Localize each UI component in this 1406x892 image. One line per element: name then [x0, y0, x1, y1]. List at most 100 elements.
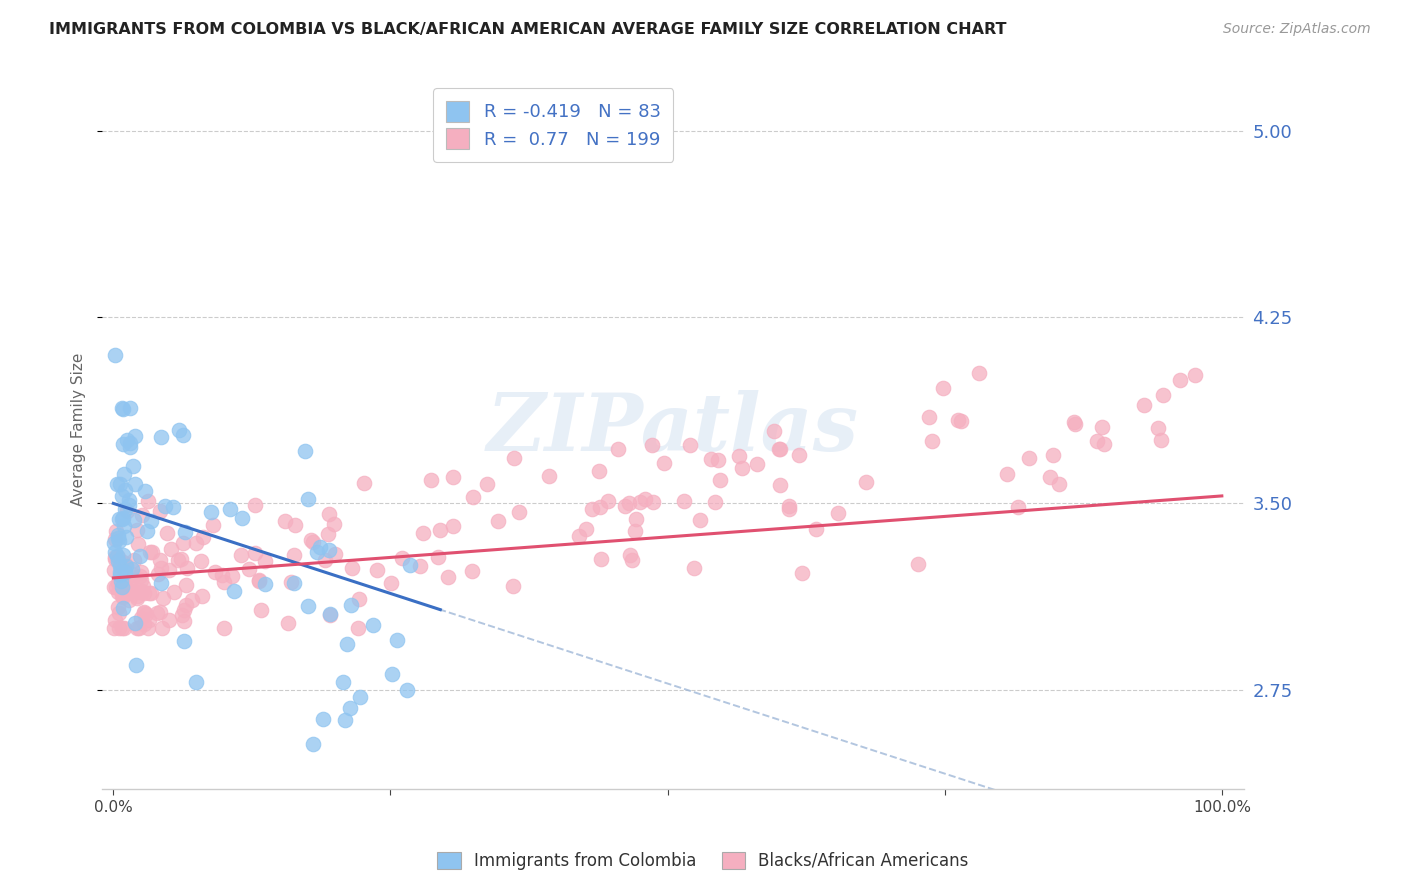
Point: [156, 525, 179, 540]
Point: [107, 584, 129, 599]
Point: [134, 617, 156, 632]
Point: [157, 563, 180, 577]
Point: [104, 551, 127, 566]
Point: [214, 574, 236, 589]
Point: [121, 562, 143, 576]
Point: [1064, 417, 1087, 431]
Point: [141, 545, 163, 559]
Point: [349, 690, 371, 705]
Point: [104, 524, 127, 539]
Point: [769, 442, 792, 456]
Point: [112, 621, 135, 635]
Point: [118, 401, 141, 416]
Point: [297, 492, 319, 507]
Point: [1152, 388, 1174, 402]
Point: [108, 621, 131, 635]
Point: [224, 584, 246, 599]
Point: [112, 591, 135, 605]
Point: [108, 533, 131, 548]
Point: [617, 496, 640, 510]
Point: [319, 607, 342, 621]
Point: [114, 582, 136, 596]
Point: [238, 562, 260, 576]
Point: [311, 712, 333, 726]
Point: [294, 443, 316, 458]
Point: [253, 577, 276, 591]
Point: [107, 549, 129, 564]
Point: [157, 613, 180, 627]
Point: [111, 511, 134, 525]
Point: [283, 548, 305, 562]
Point: [347, 621, 370, 635]
Point: [949, 414, 972, 428]
Point: [1149, 433, 1171, 447]
Point: [787, 448, 810, 462]
Point: [249, 573, 271, 587]
Point: [120, 577, 142, 591]
Point: [115, 559, 138, 574]
Point: [191, 530, 214, 544]
Point: [121, 583, 143, 598]
Point: [461, 564, 484, 578]
Point: [112, 587, 135, 601]
Point: [391, 550, 413, 565]
Point: [111, 589, 134, 603]
Point: [118, 441, 141, 455]
Point: [125, 621, 148, 635]
Point: [318, 543, 340, 558]
Point: [124, 476, 146, 491]
Point: [149, 553, 172, 567]
Text: IMMIGRANTS FROM COLOMBIA VS BLACK/AFRICAN AMERICAN AVERAGE FAMILY SIZE CORRELATI: IMMIGRANTS FROM COLOMBIA VS BLACK/AFRICA…: [49, 22, 1007, 37]
Point: [127, 537, 149, 551]
Point: [149, 504, 172, 518]
Point: [149, 605, 172, 619]
Point: [623, 524, 645, 538]
Point: [332, 674, 354, 689]
Point: [967, 366, 990, 380]
Point: [827, 506, 849, 520]
Point: [309, 540, 332, 554]
Point: [172, 536, 194, 550]
Point: [339, 701, 361, 715]
Point: [111, 548, 134, 562]
Point: [103, 563, 125, 577]
Point: [1042, 449, 1064, 463]
Point: [111, 621, 134, 635]
Point: [118, 593, 141, 607]
Point: [995, 467, 1018, 481]
Point: [353, 476, 375, 491]
Point: [302, 534, 325, 549]
Point: [211, 568, 233, 582]
Point: [129, 565, 152, 579]
Point: [643, 495, 665, 509]
Point: [131, 508, 153, 522]
Point: [103, 535, 125, 549]
Point: [429, 523, 451, 537]
Point: [218, 501, 240, 516]
Point: [111, 601, 134, 615]
Point: [139, 514, 162, 528]
Point: [1091, 420, 1114, 434]
Point: [173, 614, 195, 628]
Point: [173, 603, 195, 617]
Point: [184, 675, 207, 690]
Point: [700, 452, 723, 467]
Text: ZIPatlas: ZIPatlas: [486, 390, 859, 467]
Point: [136, 621, 159, 635]
Point: [167, 423, 190, 437]
Point: [581, 502, 603, 516]
Point: [745, 457, 768, 471]
Point: [502, 450, 524, 465]
Point: [274, 515, 297, 529]
Point: [1147, 421, 1170, 435]
Point: [1170, 373, 1192, 387]
Point: [103, 621, 125, 635]
Point: [129, 610, 152, 624]
Point: [108, 566, 131, 580]
Point: [283, 575, 305, 590]
Point: [111, 489, 134, 503]
Point: [1132, 398, 1154, 412]
Point: [176, 561, 198, 575]
Point: [769, 478, 792, 492]
Point: [596, 494, 619, 508]
